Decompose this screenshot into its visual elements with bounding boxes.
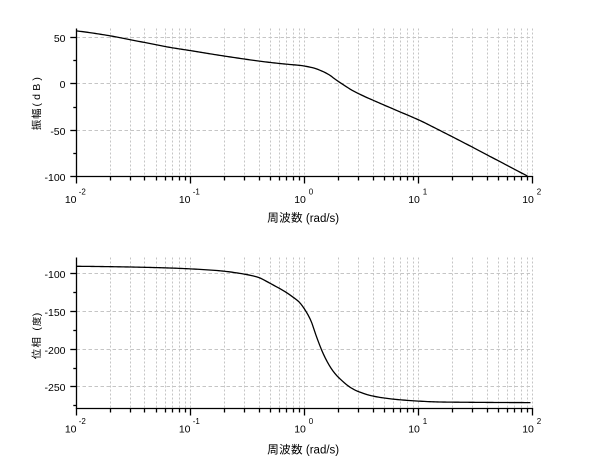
svg-text:-100: -100 — [44, 172, 65, 184]
svg-text:(rad/s): (rad/s) — [306, 213, 339, 225]
svg-text:2: 2 — [537, 417, 542, 426]
svg-text:): ) — [31, 313, 43, 317]
svg-text:0: 0 — [60, 79, 66, 91]
svg-text:-2: -2 — [79, 417, 87, 426]
svg-text:-2: -2 — [79, 187, 87, 196]
svg-text:(: ( — [31, 327, 43, 331]
svg-text:-50: -50 — [50, 126, 65, 138]
svg-text:10: 10 — [65, 424, 77, 436]
svg-text:10: 10 — [179, 194, 191, 206]
svg-text:(rad/s): (rad/s) — [306, 445, 339, 457]
svg-text:-250: -250 — [44, 382, 65, 394]
svg-text:10: 10 — [522, 194, 534, 206]
svg-text:50: 50 — [54, 33, 66, 45]
svg-text:1: 1 — [423, 187, 428, 196]
svg-text:0: 0 — [309, 187, 314, 196]
svg-text:(dB): (dB) — [31, 74, 43, 107]
svg-text:10: 10 — [179, 424, 191, 436]
svg-text:-1: -1 — [193, 187, 201, 196]
svg-text:1: 1 — [423, 417, 428, 426]
svg-text:-1: -1 — [193, 417, 201, 426]
svg-text:-200: -200 — [44, 345, 65, 357]
svg-text:-150: -150 — [44, 307, 65, 319]
svg-text:-100: -100 — [44, 269, 65, 281]
svg-text:10: 10 — [65, 194, 77, 206]
svg-text:0: 0 — [309, 417, 314, 426]
svg-text:10: 10 — [294, 194, 306, 206]
svg-text:2: 2 — [537, 187, 542, 196]
svg-text:10: 10 — [522, 424, 534, 436]
svg-text:10: 10 — [294, 424, 306, 436]
svg-text:10: 10 — [408, 194, 420, 206]
svg-text:10: 10 — [408, 424, 420, 436]
